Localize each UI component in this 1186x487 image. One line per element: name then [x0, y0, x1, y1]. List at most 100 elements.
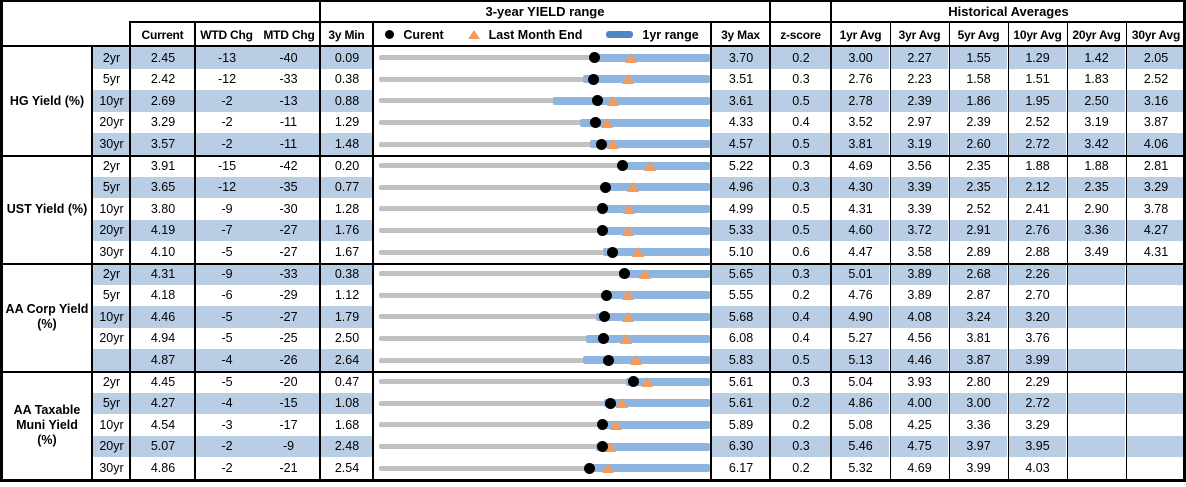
col-header-30yr-avg: 30yr Avg: [1131, 27, 1181, 42]
cell-3yr-avg: 4.75: [891, 435, 948, 458]
cell-1yr-avg: 2.76: [848, 72, 873, 87]
3y-range-track: [379, 336, 708, 342]
cell-tenor: 30yr: [99, 460, 124, 475]
cell-tenor: 5yr: [93, 392, 130, 415]
cell-current: 2.45: [131, 47, 195, 69]
col-header-mtd-chg: MTD Chg: [263, 27, 315, 42]
group-label: UST Yield (%): [6, 201, 88, 216]
cell-tenor: 20yr: [93, 219, 130, 242]
col-header-wtd-chg: WTD Chg: [200, 27, 253, 42]
cell-3y-max: 5.89: [728, 417, 754, 432]
cell-30yr-avg: 3.16: [1127, 90, 1185, 112]
3y-range-track: [379, 271, 708, 277]
1yr-range-bar: [592, 53, 710, 62]
cell-20yr-avg: 3.36: [1068, 219, 1125, 242]
cell-20yr-avg: 1.83: [1084, 72, 1109, 87]
last-month-triangle: [629, 355, 642, 366]
yield-range-chart: [374, 414, 710, 436]
cell-20yr-avg: 2.50: [1068, 90, 1125, 112]
cell-30yr-avg: [1127, 263, 1185, 285]
cell-3yr-avg: 3.39: [891, 176, 948, 199]
cell-20yr-avg: [1068, 263, 1125, 285]
cell-tenor: 5yr: [93, 176, 130, 199]
cell-30yr-avg: [1127, 306, 1185, 328]
cell-10yr-avg: 3.29: [1025, 417, 1050, 432]
cell-10yr-avg: 1.95: [1009, 90, 1066, 112]
last-month-triangle: [621, 290, 634, 301]
cell-20yr-avg: [1068, 435, 1125, 458]
cell-1yr-avg: 4.30: [832, 176, 889, 199]
last-month-triangle: [602, 463, 615, 474]
cell-5yr-avg: 2.39: [966, 115, 991, 130]
cell-20yr-avg: [1068, 285, 1125, 307]
cell-wtd-chg: -13: [196, 47, 258, 69]
cell-mtd-chg: -33: [279, 72, 298, 87]
last-month-triangle: [607, 139, 620, 150]
1yr-range-bar: [589, 140, 710, 149]
yield-range-chart: [374, 284, 710, 307]
yield-range-chart: [374, 349, 710, 371]
cell-z-score: 0.5: [792, 201, 810, 216]
cell-3y-min: 1.68: [334, 417, 360, 432]
cell-10yr-avg: 2.26: [1009, 263, 1066, 285]
cell-wtd-chg: -6: [221, 288, 233, 303]
table-border: [0, 0, 3, 482]
yield-range-chart: [374, 327, 710, 350]
table-border: [129, 22, 131, 479]
current-dot: [596, 138, 608, 150]
3y-range-track: [379, 292, 708, 298]
last-month-triangle: [601, 117, 614, 128]
cell-z-score: 0.4: [792, 115, 810, 130]
cell-30yr-avg: 3.78: [1143, 201, 1169, 216]
cell-mtd-chg: -17: [279, 417, 298, 432]
current-dot: [603, 354, 615, 366]
3y-range-track: [379, 55, 708, 61]
cell-3y-max: 5.61: [728, 374, 754, 389]
cell-mtd-chg: -27: [258, 306, 319, 328]
table-border: [372, 22, 374, 479]
col-header-10yr-avg: 10yr Avg: [1013, 27, 1062, 42]
cell-3yr-avg: 4.08: [891, 306, 948, 328]
yield-range-chart: [374, 306, 710, 328]
cell-3yr-avg: 2.23: [907, 72, 932, 87]
cell-20yr-avg: 2.35: [1068, 176, 1125, 199]
yield-range-chart: [374, 241, 710, 263]
cell-30yr-avg: 3.29: [1127, 176, 1185, 199]
cell-z-score: 0.2: [771, 47, 831, 69]
cell-5yr-avg: 3.97: [950, 435, 1007, 458]
current-dot: [606, 246, 618, 258]
cell-30yr-avg: [1127, 328, 1185, 350]
cell-3yr-avg: 4.56: [907, 331, 932, 346]
last-month-triangle: [606, 95, 619, 106]
cell-wtd-chg: -5: [196, 306, 258, 328]
cell-mtd-chg: -30: [279, 201, 298, 216]
cell-3y-max: 5.83: [712, 349, 770, 371]
cell-current: 3.57: [131, 133, 195, 155]
cell-1yr-avg: 3.52: [848, 115, 873, 130]
1yr-range-bar: [619, 269, 710, 278]
cell-z-score: 0.2: [792, 288, 810, 303]
cell-3yr-avg: 4.00: [891, 392, 948, 415]
yield-range-chart: [374, 457, 710, 479]
table-border: [0, 263, 1186, 265]
range-section-title: 3-year YIELD range: [485, 3, 605, 19]
current-dot: [599, 181, 611, 193]
cell-3y-min: 1.67: [334, 244, 360, 259]
cell-current: 4.10: [150, 244, 176, 259]
cell-20yr-avg: [1068, 457, 1125, 479]
last-month-triangle: [640, 376, 653, 387]
cell-3yr-avg: 3.72: [891, 219, 948, 242]
cell-20yr-avg: [1068, 349, 1125, 371]
table-border: [1126, 22, 1127, 479]
col-header-20yr-avg: 20yr Avg: [1072, 27, 1121, 42]
current-dot: [597, 225, 609, 237]
table-border: [0, 0, 1186, 2]
cell-tenor: 10yr: [99, 201, 124, 216]
cell-30yr-avg: [1127, 457, 1185, 479]
cell-1yr-avg: 5.01: [832, 263, 889, 285]
1yr-range-bar: [596, 312, 710, 321]
cell-1yr-avg: 5.46: [832, 435, 889, 458]
1yr-range-bar: [602, 248, 710, 257]
cell-30yr-avg: [1127, 435, 1185, 458]
cell-1yr-avg: 5.13: [832, 349, 889, 371]
